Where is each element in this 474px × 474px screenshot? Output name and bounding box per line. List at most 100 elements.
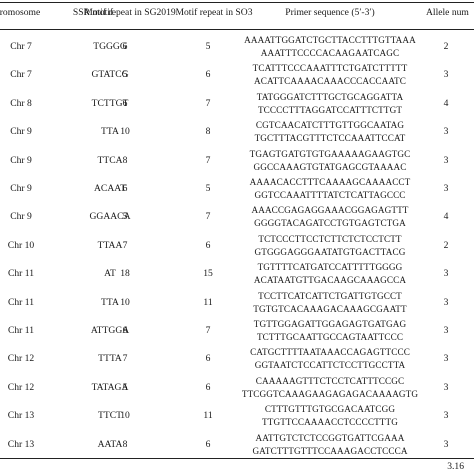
primer-reverse: TGTGTCACAAAGACAAAGCGAATT (253, 303, 407, 314)
cell-repeat-so3: 6 (205, 438, 211, 450)
cell-primer-sequence: TGAGTGATGTGTGAAAAAGAAGTGC GGCCAAAGTGTATGA… (235, 148, 425, 174)
table-row: Chr 10 TTAA 7 6 TCTCCCTTCCTCTTCTCTCCTCTT GTGG… (0, 230, 474, 261)
primer-reverse: GATCTTTGTTTCCAAAGACCTCCCA (252, 445, 408, 456)
cell-repeat-so3: 15 (203, 268, 213, 280)
primer-forward: CATGCTTTTAATAAACCAGAGTTCCC (250, 347, 410, 358)
primer-reverse: TGCTTTACGTTTCTCCAAATTCCAT (254, 133, 406, 144)
primer-reverse: GGTCCAAATTTTATCTCATTAGCCC (254, 190, 406, 200)
cell-repeat-sg2019: 7 (122, 239, 128, 251)
cell-repeat-so3: 8 (205, 126, 211, 138)
cell-ssr-motif: TCTTGT (91, 97, 129, 109)
cell-ssr-motif: TTCA (97, 154, 123, 166)
header-repeat-so3: Motif repeat in SO3 (175, 7, 253, 18)
table-bottom-rule (0, 458, 474, 459)
cell-chromosome: Chr 11 (7, 268, 35, 280)
header-ssr-motif: SSR motif (72, 7, 114, 18)
cell-allele-number: 3 (443, 325, 449, 336)
cell-chromosome: Chr 9 (10, 126, 32, 138)
cell-repeat-so3: 5 (205, 41, 211, 52)
cell-repeat-so3: 7 (205, 325, 211, 336)
cell-allele-number: 3 (443, 154, 449, 166)
cell-ssr-motif: GGAACA (89, 211, 131, 223)
cell-primer-sequence: TCCTTCATCATTCTGATTGTGCCT TGTGTCACAAAGACAA… (235, 290, 425, 316)
primer-reverse: TTCGGTCAAAGAAGAGAGACAAAAGTG (241, 388, 419, 399)
cell-primer-sequence: AAACCGAGAGGAAACGGAGAGTTT GGGGTACAGATCCTGT… (235, 204, 425, 230)
primer-reverse: TCCCCTTTAGGATCCATTTCTTGT (257, 104, 403, 115)
primer-forward: TGTTTTCATGATCCATTTTTGGGG (257, 262, 403, 273)
cell-allele-number: 3 (443, 126, 449, 138)
cell-repeat-so3: 7 (205, 211, 211, 223)
cell-repeat-sg2019: 6 (122, 97, 128, 109)
table-row: Chr 11 ATTGGA 6 7 TGTTGGAGATTGGAGAGTGATGAG TC… (0, 315, 474, 346)
cell-ssr-motif: AT (104, 268, 116, 280)
cell-repeat-sg2019: 5 (122, 211, 128, 223)
table-row: Chr 13 TTCT 10 11 CTTTGTTTGTGCGACAATCGG TTGTT… (0, 400, 474, 431)
table-row: Chr 12 TATAGA 5 6 CAAAAAGTTTCTCCTCATTTCCGC TT… (0, 372, 474, 403)
cell-allele-number: 4 (443, 97, 449, 109)
cell-allele-number: 3 (443, 268, 449, 280)
primer-forward: CTTTGTTTGTGCGACAATCGG (264, 404, 396, 415)
primer-reverse: ACATAATGTTGACAAGCAAAGCCA (253, 275, 407, 286)
table-row: Chr 9 TTA 10 8 CGTCAACATCTTTGTTGGCAATAG TGCTT… (0, 116, 474, 147)
cell-chromosome: Chr 13 (7, 410, 35, 422)
primer-reverse: TTGTTCCAAAACCTCCCCTTTG (262, 417, 398, 428)
cell-repeat-sg2019: 8 (122, 438, 128, 450)
primer-forward: CGTCAACATCTTTGTTGGCAATAG (255, 120, 405, 131)
cell-repeat-so3: 6 (205, 381, 211, 393)
cell-repeat-sg2019: 7 (122, 353, 128, 365)
primer-forward: TCCTTCATCATTCTGATTGTGCCT (258, 290, 402, 301)
header-primer-sequence: Primer sequence (5′-3′) (285, 7, 375, 18)
cell-chromosome: Chr 7 (10, 69, 32, 81)
table-row: Chr 12 TTTA 7 6 CATGCTTTTAATAAACCAGAGTTCCC GG… (0, 343, 474, 374)
cell-ssr-motif: TATAGA (91, 381, 129, 393)
cell-primer-sequence: TCTCCCTTCCTCTTCTCTCCTCTT GTGGGAGGGAATATGT… (235, 233, 425, 259)
cell-allele-number: 2 (443, 239, 449, 251)
cell-repeat-so3: 6 (205, 353, 211, 365)
table-row: Chr 11 TTA 10 11 TCCTTCATCATTCTGATTGTGCCT TGT… (0, 287, 474, 318)
primer-forward: TGTTGGAGATTGGAGAGTGATGAG (253, 319, 407, 329)
cell-primer-sequence: TATGGGATCTTTGCTGCAGGATTA TCCCCTTTAGGATCCA… (235, 91, 425, 117)
primer-reverse: AAATTTCCCCACAAGAATCAGC (260, 48, 400, 58)
cell-chromosome: Chr 11 (7, 296, 35, 308)
primer-forward: AAAATTGGATCTGCTTACCTTTGTTAAA (244, 35, 416, 45)
cell-chromosome: Chr 10 (7, 239, 35, 251)
cell-ssr-motif: TTTA (98, 353, 122, 365)
cell-repeat-sg2019: 8 (122, 154, 128, 166)
cell-ssr-motif: ACAAT (94, 183, 126, 194)
cell-primer-sequence: AAAATTGGATCTGCTTACCTTTGTTAAA AAATTTCCCCAC… (235, 34, 425, 60)
table-row: Chr 7 TGGGG 6 5 AAAATTGGATCTGCTTACCTTTGTTAAA… (0, 31, 474, 62)
cell-repeat-so3: 11 (203, 410, 213, 422)
cell-ssr-motif: GTATCG (91, 69, 129, 81)
header-allele-number: Allele num (426, 7, 469, 18)
cell-repeat-so3: 7 (205, 97, 211, 109)
cell-repeat-so3: 6 (205, 69, 211, 81)
cell-primer-sequence: TGTTGGAGATTGGAGAGTGATGAG TCTTTGCAATTGCCAG… (235, 318, 425, 344)
table-top-rule (0, 2, 474, 3)
cell-repeat-sg2019: 10 (120, 410, 130, 422)
primer-reverse: GGCCAAAGTGTATGAGCGTAAAAC (253, 161, 407, 172)
cell-allele-number: 3 (443, 183, 449, 194)
cell-repeat-so3: 5 (205, 183, 211, 194)
table-row: Chr 9 TTCA 8 7 TGAGTGATGTGTGAAAAAGAAGTGC GGCC… (0, 145, 474, 176)
table-row: Chr 9 GGAACA 5 7 AAACCGAGAGGAAACGGAGAGTTT GGG… (0, 201, 474, 232)
cell-allele-number: 2 (443, 41, 449, 52)
cell-repeat-sg2019: 6 (122, 325, 128, 336)
primer-forward: TCTCCCTTCCTCTTCTCTCCTCTT (258, 233, 402, 244)
table-row: Chr 8 TCTTGT 6 7 TATGGGATCTTTGCTGCAGGATTA TCC… (0, 88, 474, 119)
cell-ssr-motif: TTAA (97, 239, 123, 251)
cell-allele-number: 3 (443, 381, 449, 393)
table-row: Chr 11 AT 18 15 TGTTTTCATGATCCATTTTTGGGG ACAT… (0, 258, 474, 289)
cell-allele-number: 3 (443, 438, 449, 450)
table-row: Chr 9 ACAAT 6 5 AAAACACCTTTCAAAAGCAAAACCT GGT… (0, 173, 474, 204)
cell-ssr-motif: AATA (97, 438, 123, 450)
table-header-rule (0, 29, 474, 30)
primer-forward: AAAACACCTTTCAAAAGCAAAACCT (249, 177, 411, 187)
cell-chromosome: Chr 8 (10, 97, 32, 109)
cell-ssr-motif: TGGGG (93, 41, 127, 52)
cell-repeat-sg2019: 5 (122, 69, 128, 81)
header-repeat-sg2019: Motif repeat in SG2019 (84, 7, 176, 18)
cell-chromosome: Chr 9 (10, 154, 32, 166)
cell-ssr-motif: ATTGGA (90, 325, 130, 336)
cell-repeat-sg2019: 5 (122, 381, 128, 393)
cell-primer-sequence: TGTTTTCATGATCCATTTTTGGGG ACATAATGTTGACAAG… (235, 261, 425, 287)
